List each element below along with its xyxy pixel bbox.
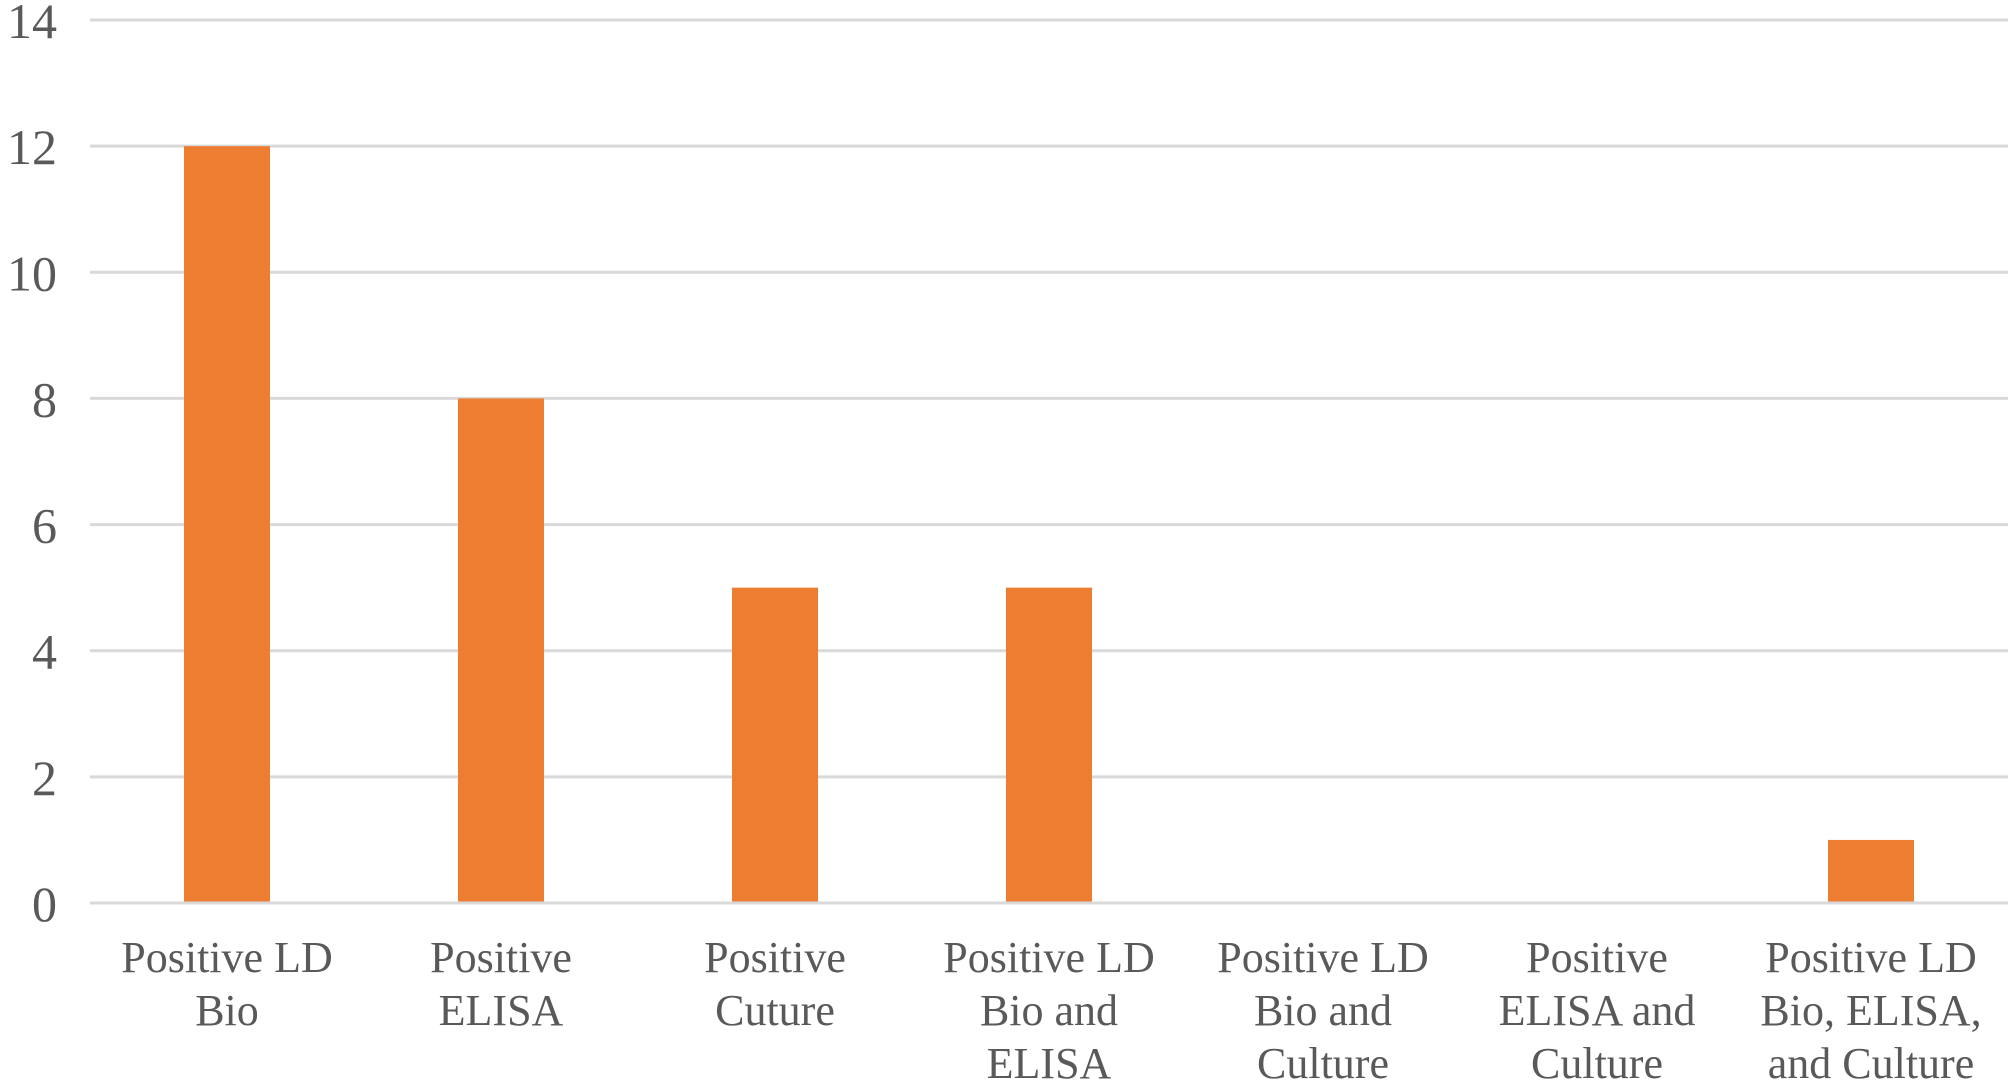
bar-2	[458, 398, 544, 903]
x-category-label-6: Positive ELISA and Culture	[1499, 933, 1696, 1088]
y-tick-label-0: 0	[32, 876, 57, 932]
x-category-label-7: Positive LD Bio, ELISA, and Culture	[1760, 933, 1981, 1088]
y-tick-label-2: 2	[32, 750, 57, 806]
y-tick-label-6: 6	[32, 498, 57, 554]
x-category-label-5: Positive LD Bio and Culture	[1217, 933, 1428, 1088]
x-category-label-4: Positive LD Bio and ELISA	[943, 933, 1154, 1088]
x-category-label-2: Positive ELISA	[430, 933, 572, 1035]
x-category-label-1: Positive LD Bio	[121, 933, 332, 1035]
y-tick-label-14: 14	[7, 0, 57, 49]
y-axis-tick-labels: 0 2 4 6 8 10 12 14	[7, 0, 57, 932]
y-tick-label-4: 4	[32, 624, 57, 680]
x-category-label-3: Positive Cuture	[704, 933, 846, 1035]
y-tick-label-10: 10	[7, 245, 57, 301]
bar-7	[1828, 839, 1914, 903]
bar-3	[732, 587, 818, 903]
bar-1	[184, 146, 270, 904]
gridlines	[90, 18, 2008, 779]
bars	[184, 146, 1914, 904]
y-tick-label-12: 12	[7, 119, 57, 175]
x-axis-category-labels: Positive LD Bio Positive ELISA Positive Cutur…	[121, 933, 1981, 1088]
y-tick-label-8: 8	[32, 371, 57, 427]
bar-4	[1006, 587, 1092, 903]
